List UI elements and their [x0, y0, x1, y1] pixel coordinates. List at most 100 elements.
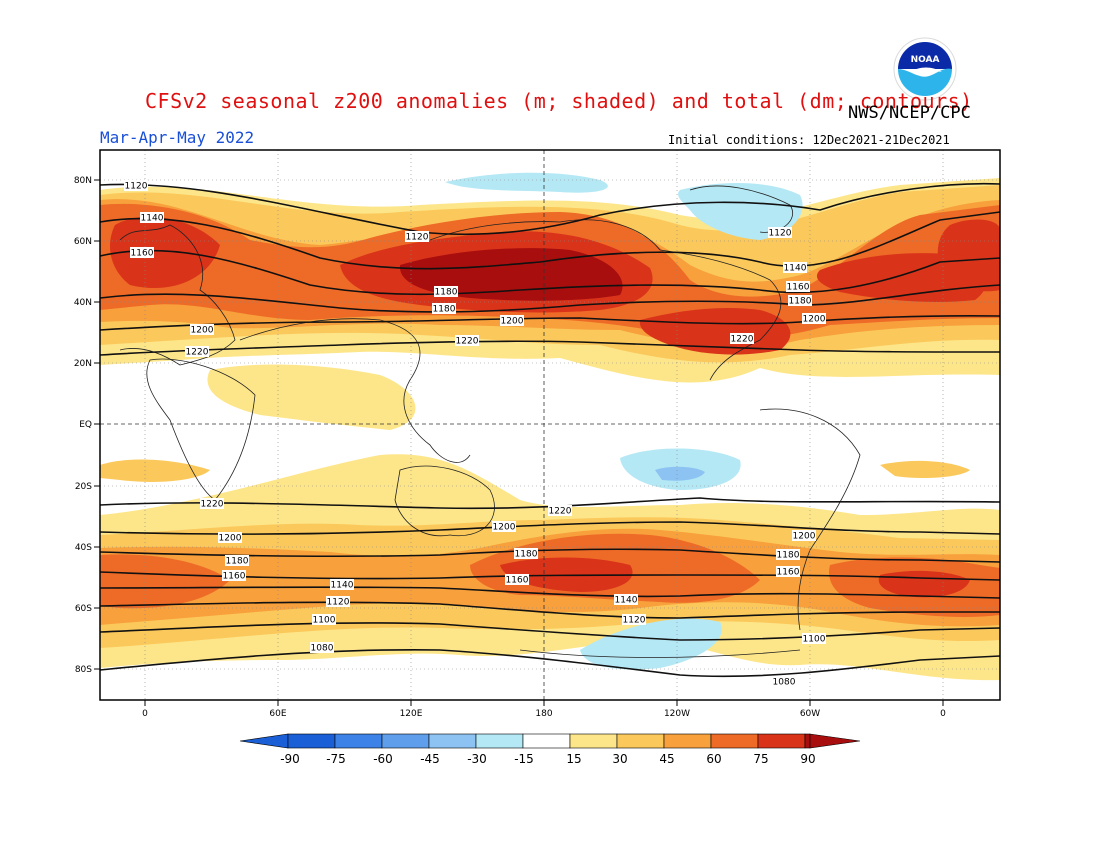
contour-label: 1160 [222, 570, 246, 582]
lat-label-40n: 40N [74, 298, 92, 308]
contour-label: 1140 [330, 579, 354, 591]
svg-text:1200: 1200 [219, 534, 242, 544]
lat-label-60s: 60S [75, 604, 92, 614]
shade-sw-indian-30 [100, 459, 210, 482]
contour-label: 1180 [434, 286, 458, 298]
svg-text:1120: 1120 [623, 616, 646, 626]
contour-1200-nh [100, 315, 1000, 331]
svg-text:1120: 1120 [406, 233, 429, 243]
colorbar-label: -30 [467, 752, 487, 766]
svg-text:1120: 1120 [769, 229, 792, 239]
color-bar [239, 733, 861, 749]
contour-label: 1080 [772, 676, 796, 688]
shade-s-indian-60 [100, 554, 230, 609]
colorbar-arrow-left [239, 733, 289, 749]
contour-1120-sh [100, 601, 1000, 619]
coast-antarctica [519, 649, 801, 658]
contour-label: 1180 [432, 303, 456, 315]
svg-text:1200: 1200 [793, 532, 816, 542]
colorbar-label: -75 [326, 752, 346, 766]
contour-1160-sh [100, 571, 1000, 581]
contour-1140-sh [100, 586, 1000, 599]
shade-indian-15 [207, 364, 416, 430]
contour-label: 1100 [802, 633, 826, 645]
svg-text:1160: 1160 [777, 568, 800, 578]
colorbar-cell [428, 733, 477, 749]
colorbar-cell [710, 733, 759, 749]
svg-text:1140: 1140 [615, 596, 638, 606]
contour-label: 1220 [185, 346, 209, 358]
contour-label: 1220 [455, 335, 479, 347]
contour-label: 1120 [768, 227, 792, 239]
colorbar-label: 45 [659, 752, 674, 766]
svg-text:1160: 1160 [223, 572, 246, 582]
svg-text:1160: 1160 [131, 249, 154, 259]
svg-text:1180: 1180 [777, 551, 800, 561]
contour-label: 1080 [310, 642, 334, 654]
svg-text:1180: 1180 [435, 288, 458, 298]
colorbar-arrow-right [809, 733, 861, 749]
contour-label: 1180 [225, 555, 249, 567]
svg-text:1080: 1080 [773, 678, 796, 688]
shade-se-pacific-neg45 [655, 466, 705, 481]
noaa-logo: NOAA [893, 37, 957, 101]
svg-text:1220: 1220 [549, 507, 572, 517]
lat-label-eq: EQ [79, 420, 92, 430]
lat-label-60n: 60N [74, 237, 92, 247]
contour-label: 1120 [124, 180, 148, 192]
colorbar-label: 60 [706, 752, 721, 766]
shade-europe-75 [110, 216, 220, 289]
svg-text:1200: 1200 [803, 315, 826, 325]
contour-label: 1180 [514, 548, 538, 560]
svg-text:1200: 1200 [501, 317, 524, 327]
svg-text:1140: 1140 [331, 581, 354, 591]
shade-s-atlantic-30 [880, 460, 970, 478]
svg-text:1140: 1140 [784, 264, 807, 274]
initial-conditions-label: Initial conditions: 12Dec2021-21Dec2021 [668, 133, 950, 147]
coast-siberia [429, 219, 661, 251]
lon-label-120w: 120W [664, 709, 690, 719]
svg-text:1160: 1160 [787, 283, 810, 293]
colorbar-label: -90 [280, 752, 300, 766]
lat-label-20n: 20N [74, 359, 92, 369]
lon-label-0: 0 [142, 709, 148, 719]
lat-label-20s: 20S [75, 482, 92, 492]
colorbar-cell [804, 733, 811, 749]
lon-label-0-east: 0 [940, 709, 946, 719]
chart-title: CFSv2 seasonal z200 anomalies (m; shaded… [145, 89, 973, 113]
colorbar-labels: -90 -75 -60 -45 -30 -15 15 30 45 60 75 9… [280, 752, 815, 766]
map-frame [99, 149, 1001, 701]
coast-africa [146, 358, 256, 501]
svg-text:1080: 1080 [311, 644, 334, 654]
svg-text:1180: 1180 [433, 305, 456, 315]
axis-ticks [94, 179, 944, 706]
contour-label: 1100 [312, 614, 336, 626]
svg-text:1180: 1180 [789, 297, 812, 307]
contour-label: 1160 [130, 247, 154, 259]
contour-1220-nh [100, 340, 1000, 356]
svg-text:1120: 1120 [327, 598, 350, 608]
colorbar-cell [381, 733, 430, 749]
colorbar-cell [522, 733, 571, 749]
svg-text:1220: 1220 [201, 500, 224, 510]
svg-text:1180: 1180 [226, 557, 249, 567]
colorbar-cell [475, 733, 524, 749]
lon-label-180: 180 [535, 709, 552, 719]
svg-text:1220: 1220 [456, 337, 479, 347]
contour-label: 1200 [792, 530, 816, 542]
contour-label: 1140 [614, 594, 638, 606]
colorbar-label: 30 [612, 752, 627, 766]
colorbar-cell [757, 733, 806, 749]
contour-label: 1140 [140, 212, 164, 224]
svg-text:1180: 1180 [515, 550, 538, 560]
coast-europe [119, 224, 236, 366]
contour-label: 1160 [505, 574, 529, 586]
svg-text:1200: 1200 [493, 523, 516, 533]
contour-label: 1140 [783, 262, 807, 274]
shade-arctic-neg [445, 172, 608, 193]
colorbar-cell [616, 733, 665, 749]
colorbar-label: -45 [420, 752, 440, 766]
colorbar-label: 90 [800, 752, 815, 766]
svg-text:1100: 1100 [313, 616, 336, 626]
